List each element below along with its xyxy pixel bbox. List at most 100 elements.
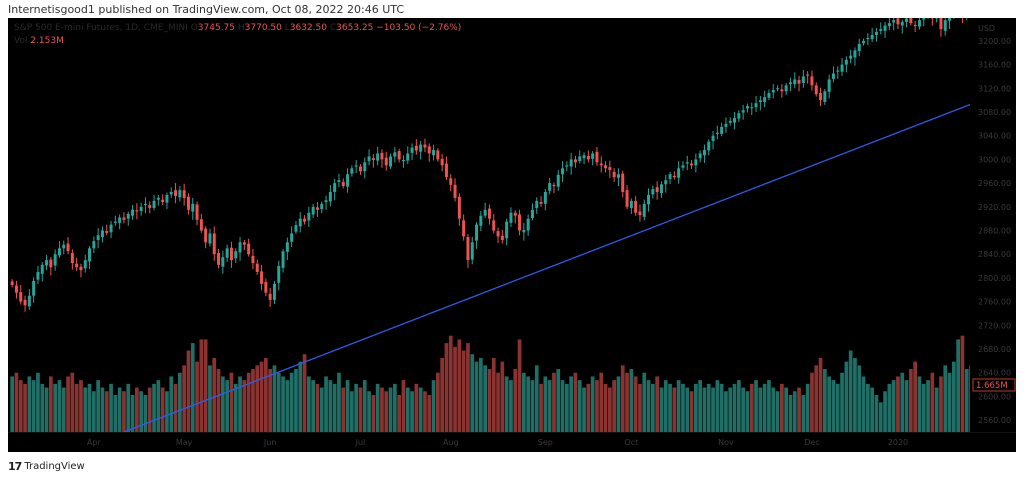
y-tick-label: 3120.00 — [978, 84, 1011, 93]
volume-bar — [298, 361, 303, 432]
volume-bar — [874, 394, 879, 432]
volume-bar — [612, 380, 616, 432]
volume-bar — [706, 383, 711, 432]
y-tick-label: 2920.00 — [978, 203, 1011, 212]
volume-bar — [272, 365, 277, 432]
candle-body — [113, 221, 117, 223]
candle-body — [290, 233, 294, 242]
price-chart[interactable]: USD 3200.00 3160.00 3120.00 3080.00 3040.00 30… — [8, 18, 1016, 452]
chart-area[interactable]: USD 3200.00 3160.00 3120.00 3080.00 3040.00 30… — [8, 18, 1016, 452]
volume-bar — [870, 387, 874, 432]
volume-bar — [397, 394, 401, 432]
x-tick-label: Aug — [443, 438, 459, 447]
candle-body — [414, 145, 418, 151]
candle-body — [70, 253, 74, 264]
candle-body — [139, 206, 143, 211]
tradingview-logo-icon[interactable]: 17 — [8, 460, 22, 473]
volume-bar — [509, 380, 513, 432]
volume-bar — [767, 380, 771, 432]
y-tick-label: 2560.00 — [978, 416, 1011, 425]
volume-bar — [534, 365, 539, 432]
volume-bar — [952, 361, 956, 432]
volume-bar — [780, 383, 784, 432]
volume-bar — [887, 383, 892, 432]
candle-body — [677, 168, 681, 178]
volume-bar — [268, 369, 272, 432]
volume-bar — [238, 376, 242, 432]
volume-bar — [633, 376, 638, 432]
volume-bar — [117, 387, 122, 432]
candle-body — [320, 203, 324, 210]
volume-bar — [457, 339, 462, 432]
candle-body — [255, 263, 259, 272]
candle-body — [681, 165, 685, 168]
candle-body — [634, 200, 638, 213]
candle-body — [819, 93, 823, 101]
candle-body — [565, 165, 569, 167]
candle-body — [53, 254, 57, 266]
candle-body — [530, 209, 534, 219]
volume-bar — [500, 361, 505, 432]
candle-body — [806, 74, 810, 76]
volume-bar — [775, 391, 780, 432]
volume-bar — [375, 383, 380, 432]
volume-bar — [526, 376, 530, 432]
volume-bar — [221, 376, 225, 432]
volume-bar — [328, 380, 333, 432]
candle-body — [745, 106, 749, 109]
candle-body — [625, 190, 629, 207]
volume-bar — [57, 380, 62, 432]
open-label: O — [190, 23, 198, 33]
volume-bar — [281, 376, 285, 432]
candle-body — [578, 156, 582, 162]
candle-body — [242, 242, 246, 245]
volume-bar — [401, 380, 406, 432]
volume-bar — [74, 383, 79, 432]
candle-body — [591, 153, 595, 159]
candle-body — [707, 141, 711, 151]
volume-bar — [122, 391, 126, 432]
volume-bar — [711, 387, 715, 432]
candle-body — [432, 149, 436, 156]
volume-bar — [61, 387, 66, 432]
candle-body — [720, 126, 724, 134]
y-tick-label: 2840.00 — [978, 250, 1011, 259]
volume-bar — [603, 383, 608, 432]
candle-body — [874, 32, 878, 35]
volume-bar — [195, 361, 199, 432]
candle-body — [182, 190, 186, 198]
volume-bar — [135, 387, 139, 432]
volume-bar — [276, 372, 281, 432]
volume-bar — [251, 369, 255, 432]
volume-bar — [143, 394, 148, 432]
candle-body — [505, 221, 509, 239]
candle-body — [586, 155, 590, 160]
candle-body — [780, 89, 784, 92]
candle-body — [672, 175, 676, 178]
volume-bar — [496, 372, 500, 432]
volume-bar — [160, 387, 165, 432]
candle-body — [449, 178, 453, 185]
volume-bar — [440, 357, 444, 432]
candle-body — [285, 242, 289, 252]
volume-bar — [87, 383, 92, 432]
candle-body — [728, 120, 732, 123]
volume-bar — [410, 391, 414, 432]
x-tick-label: Dec — [804, 438, 819, 447]
candle-body — [221, 257, 225, 267]
candle-body — [939, 18, 943, 30]
candle-body — [333, 183, 337, 192]
volume-bar — [255, 365, 260, 432]
volume-bar — [418, 387, 423, 432]
candle-body — [917, 20, 921, 27]
candle-body — [363, 162, 367, 172]
volume-bar — [926, 380, 930, 432]
candle-body — [436, 150, 440, 160]
high-label: H — [237, 23, 245, 33]
volume-bar — [113, 394, 118, 432]
volume-bar — [483, 365, 487, 432]
volume-bar — [423, 391, 427, 432]
volume-bar — [797, 387, 801, 432]
candle-body — [698, 153, 702, 159]
y-tick-label: 2720.00 — [978, 321, 1011, 330]
